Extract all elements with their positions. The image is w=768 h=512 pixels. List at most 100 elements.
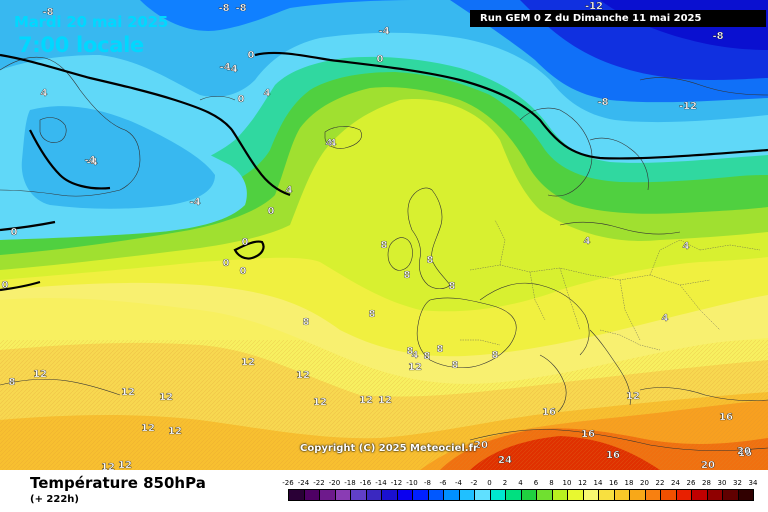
legend-color-swatch [365, 489, 382, 501]
legend-tick-label: 22 [655, 479, 665, 487]
isotherm-label: 16 [606, 450, 620, 461]
legend-color-swatch [334, 489, 351, 501]
isotherm-label: 16 [719, 412, 733, 423]
legend-tick-label: 10 [562, 479, 572, 487]
isotherm-label: 4 [330, 138, 337, 149]
isotherm-label: 20 [474, 440, 488, 451]
isotherm-label: 12 [359, 395, 373, 406]
isotherm-label: 0 [11, 227, 18, 238]
isotherm-label: 8 [9, 377, 16, 388]
legend-color-swatch [691, 489, 708, 501]
isotherm-label: -8 [218, 3, 229, 14]
isotherm-label: 8 [369, 309, 376, 320]
isotherm-label: 4 [286, 185, 293, 196]
isotherm-label: 8 [452, 360, 459, 371]
isotherm-label: 0 [268, 206, 275, 217]
legend-tick-label: 20 [640, 479, 649, 487]
isotherm-label: 4 [662, 313, 669, 324]
color-legend: -26 -24 -22 -20 -18 -16 -14 -12 -10 -8 -6 -4 -2 0 2 4 6 8… [282, 479, 757, 509]
isotherm-label: 12 [159, 392, 173, 403]
legend-color-swatch [396, 489, 413, 501]
legend-color-swatch [350, 489, 367, 501]
isotherm-label: 0 [238, 94, 245, 105]
isotherm-label: -4 [378, 26, 389, 37]
legend-tick-label: 32 [733, 479, 742, 487]
isotherm-label: 16 [738, 448, 752, 459]
legend-tick-label: 2 [502, 479, 508, 487]
legend-tick-label: -4 [455, 479, 462, 487]
legend-tick-label: 0 [487, 479, 492, 487]
isotherm-label: 12 [241, 357, 255, 368]
isotherm-label: 24 [498, 455, 512, 466]
isotherm-label: 16 [542, 407, 556, 418]
isotherm-label: 8 [381, 240, 388, 251]
legend-color-swatch [474, 489, 491, 501]
isotherm-label: 8 [424, 351, 431, 362]
forecast-date-title: Mardi 20 mai 2025 [14, 13, 169, 31]
isotherm-label: 4 [683, 241, 690, 252]
isotherm-label: 0 [223, 258, 230, 269]
isotherm-label: 16 [581, 429, 595, 440]
legend-tick-label: -2 [470, 479, 478, 487]
legend-tick-label: 8 [549, 479, 554, 487]
legend-color-swatch [443, 489, 460, 501]
legend-color-swatch [737, 489, 754, 501]
legend-tick-label: 26 [686, 479, 696, 487]
legend-tick-label: -26 [282, 479, 294, 487]
isotherm-label: -8 [712, 31, 723, 42]
isotherm-label: 4 [41, 88, 48, 99]
legend-color-swatch [551, 489, 568, 501]
isotherm-label: 0 [248, 50, 255, 61]
isotherm-label: 12 [378, 395, 392, 406]
legend-tick-label: -16 [359, 479, 372, 487]
isotherm-label: -4 [84, 155, 95, 166]
isotherm-label: -4 [86, 157, 97, 168]
isotherm-label: 12 [168, 426, 182, 437]
isotherm-label: 12 [121, 387, 135, 398]
isotherm-label: 0 [377, 54, 384, 65]
legend-tick-label: -6 [439, 479, 447, 487]
isotherm-label: -4 [219, 62, 230, 73]
legend-tick-label: 4 [518, 479, 523, 487]
isotherm-label: -8 [235, 3, 246, 14]
parameter-title: Température 850hPa [30, 474, 206, 492]
isotherm-label: -8 [597, 97, 608, 108]
isotherm-label: 0 [2, 280, 9, 291]
legend-color-swatch [567, 489, 584, 501]
legend-color-swatch [319, 489, 336, 501]
forecast-local-time: 7:00 locale [18, 33, 144, 57]
isotherm-label: 12 [296, 370, 310, 381]
legend-tick-label: -18 [344, 479, 356, 487]
isotherm-label: 8 [427, 255, 434, 266]
isotherm-label: 12 [408, 362, 422, 373]
legend-tick-label: 24 [671, 479, 680, 487]
legend-color-swatch [598, 489, 615, 501]
temperature-map: -8 -8 -8 -12 -8 -4 -4 0 -4 0 4 0 -8 -12 -4 -4 0 0 0 0 4 4 8 8 8 4… [0, 0, 768, 470]
borders [460, 219, 761, 351]
coastlines [0, 56, 768, 452]
isotherm-label: 8 [437, 344, 444, 355]
legend-tick-label: 30 [717, 479, 727, 487]
isotherm-label: 12 [141, 423, 155, 434]
isotherm-label: 8 [404, 270, 411, 281]
legend-tick-label: -20 [328, 479, 341, 487]
legend-color-swatch [412, 489, 429, 501]
isotherm-label: 12 [101, 462, 115, 470]
legend-color-swatch [629, 489, 646, 501]
legend-color-swatch [722, 489, 739, 501]
legend-color-swatch [520, 489, 537, 501]
isotherm-label: -8 [42, 7, 53, 18]
legend-color-swatch [288, 489, 305, 501]
isotherm-label: 12 [118, 460, 132, 470]
isotherm-label: 0 [242, 237, 249, 248]
isotherm-label: 4 [584, 236, 591, 247]
legend-color-swatch [303, 489, 320, 501]
legend-color-swatch [381, 489, 398, 501]
isotherm-label: 4 [264, 88, 271, 99]
legend-tick-label: -24 [297, 479, 310, 487]
isotherm-label: 12 [626, 391, 640, 402]
legend-color-swatch [427, 489, 444, 501]
legend-color-swatch [644, 489, 661, 501]
